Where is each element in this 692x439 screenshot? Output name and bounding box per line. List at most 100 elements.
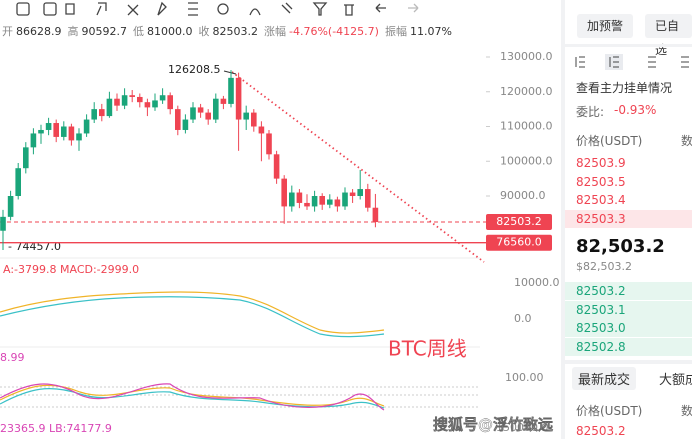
icon[interactable]: [281, 2, 293, 14]
kdj-tick: 150000.0: [496, 421, 549, 434]
info-label: 收: [199, 24, 210, 38]
candle-body: [137, 96, 143, 103]
candle-body: [365, 189, 371, 208]
info-label: 涨幅: [264, 25, 286, 38]
watch-button[interactable]: 已自选: [645, 14, 692, 57]
watermark: 搜狐号@浮竹致远: [433, 416, 553, 434]
y-tick-label: 120000.0: [500, 85, 553, 98]
ratio-label: 委比:: [576, 105, 605, 119]
macd-label: A:-3799.8 MACD:-2999.0: [3, 263, 139, 276]
candle-body: [205, 112, 211, 120]
info-value: -4.76%(-4125.7): [289, 25, 379, 38]
ask-row[interactable]: 82503.3: [565, 209, 692, 228]
alert-button[interactable]: 加预警: [577, 14, 634, 38]
candle-body: [349, 192, 356, 196]
min-label: - 74457.0: [8, 240, 61, 253]
info-value: 90592.7: [82, 25, 128, 38]
y-tick-label: 90000.0: [500, 189, 546, 202]
icon[interactable]: [96, 2, 107, 16]
chart: 开 86628.9 高 90592.7 低 81000.0 收 82503.2 涨幅 -4.76%…: [0, 1, 560, 435]
candle-body: [121, 95, 128, 106]
last-price-usd: $82,503.2: [576, 260, 632, 273]
info-line: 开 86628.9 高 90592.7 低 81000.0 收 82503.2 涨幅 -4.76%…: [2, 24, 452, 38]
info-value: 82503.2: [213, 25, 259, 38]
candle-body: [15, 168, 21, 196]
icon[interactable]: [408, 3, 419, 13]
candle-body: [114, 98, 120, 106]
info-label: 低: [133, 25, 144, 38]
candle-body: [266, 133, 272, 155]
candle-body: [273, 154, 280, 179]
tab-latest[interactable]: 最新成交: [572, 367, 637, 390]
bid-row[interactable]: 82503.0: [565, 319, 692, 337]
kdj-tick: 100.00: [505, 371, 544, 384]
candle-body: [334, 199, 341, 207]
candle-body: [68, 126, 75, 141]
max-arrow: [223, 70, 237, 75]
ask-row[interactable]: 82503.5: [565, 172, 692, 191]
min-value: 74457.0: [15, 240, 61, 253]
candle-body: [342, 192, 348, 207]
candle-body: [327, 199, 333, 205]
icon[interactable]: [344, 4, 354, 16]
candle-body: [23, 147, 29, 169]
icon[interactable]: [43, 2, 57, 16]
candle-body: [182, 119, 189, 130]
candle-body: [304, 202, 310, 207]
icon[interactable]: [217, 3, 229, 15]
annotation: BTC周线: [388, 337, 467, 361]
price-header: 价格(USDT): [576, 134, 643, 148]
candle-body: [76, 133, 82, 141]
trade-price: 82503.2: [576, 424, 626, 438]
last-price: 82,503.2: [576, 236, 665, 257]
icon[interactable]: [188, 2, 198, 16]
candle-body: [235, 77, 242, 120]
candle-body: [289, 192, 295, 207]
candle-body: [45, 123, 52, 130]
icon[interactable]: [127, 4, 139, 16]
qty-header: 数: [681, 134, 692, 148]
info-value: 86628.9: [16, 25, 62, 38]
bid-row[interactable]: 82502.8: [565, 337, 692, 356]
y-tick-label: 130000.0: [500, 50, 553, 63]
candle-body: [296, 192, 303, 203]
candle-body: [220, 98, 227, 104]
y-tick-label: 100000.0: [500, 154, 553, 167]
candle-body: [357, 189, 363, 196]
candle-body: [243, 112, 249, 120]
candle-body: [152, 100, 158, 108]
ask-row[interactable]: 82503.4: [565, 191, 692, 209]
candle-body: [144, 102, 151, 108]
icon[interactable]: [16, 2, 30, 16]
divider: [565, 44, 692, 47]
icon[interactable]: [157, 1, 167, 16]
icon[interactable]: [312, 2, 328, 16]
ask-row[interactable]: 82503.9: [565, 154, 692, 172]
bid-row[interactable]: 82503.1: [565, 300, 692, 319]
candle-body: [106, 98, 113, 117]
macd-tick: 10000.0: [514, 276, 560, 289]
icon[interactable]: [375, 3, 386, 13]
candle-body: [251, 112, 257, 127]
candle-body: [83, 119, 90, 134]
order-panel: 加预警 已自选 查看主力挂单情况 委比: -0.93% 价格(USDT) 数 8…: [561, 0, 692, 439]
macd-line: [0, 296, 385, 338]
candle-body: [258, 126, 265, 134]
candle-body: [197, 107, 204, 113]
candle-body: [228, 77, 234, 104]
icon[interactable]: [249, 8, 261, 16]
icon[interactable]: [65, 3, 75, 15]
tab-large[interactable]: 大额成: [659, 373, 692, 388]
bid-row[interactable]: 82503.2: [565, 282, 692, 300]
candle-body: [190, 107, 196, 120]
candle-body: [53, 123, 59, 137]
last-price-box: [486, 214, 552, 231]
kdj-label: 8.99: [0, 351, 25, 364]
trade-price-header: 价格(USDT): [576, 404, 643, 418]
candle-body: [30, 133, 37, 148]
candle-body: [175, 109, 181, 130]
ratio-value: -0.93%: [614, 103, 657, 117]
candle-body: [311, 196, 318, 207]
depth-link[interactable]: 查看主力挂单情况: [576, 81, 673, 95]
